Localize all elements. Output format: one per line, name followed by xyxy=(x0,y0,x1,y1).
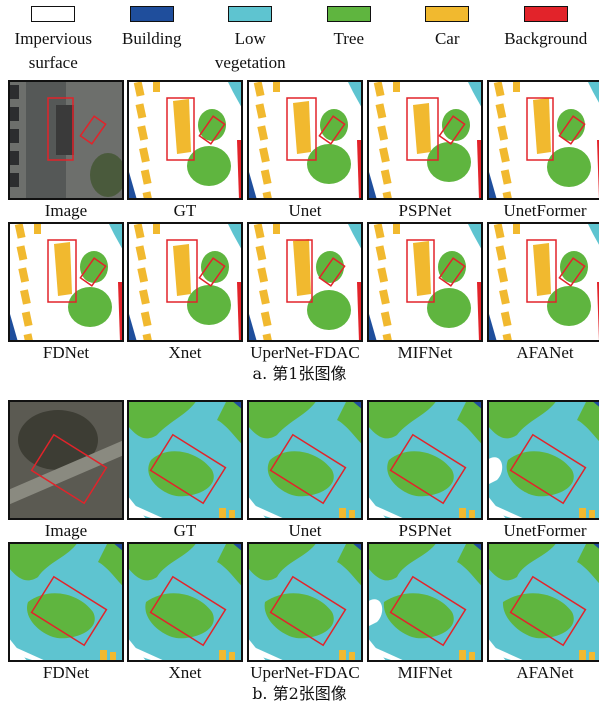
tile-caption: GT xyxy=(120,201,250,221)
segmentation-map xyxy=(247,222,363,342)
legend-label: Background xyxy=(500,27,592,51)
car xyxy=(56,105,74,155)
legend-swatch xyxy=(327,6,371,22)
legend: Impervious surface BuildingLow vegetation… xyxy=(4,6,595,75)
segmentation-map xyxy=(8,222,124,342)
tile-caption: AFANet xyxy=(480,663,599,683)
tile-caption: UnetFormer xyxy=(480,201,599,221)
legend-label: Building xyxy=(106,27,198,51)
legend-item: Tree xyxy=(300,6,399,75)
segmentation-map xyxy=(8,80,124,200)
car xyxy=(10,107,19,121)
panel-caption: a. 第1张图像 xyxy=(0,364,599,384)
tile-caption: PSPNet xyxy=(360,521,490,541)
legend-swatch xyxy=(524,6,568,22)
tile-row: ImageGTUnetPSPNetUnetFormer xyxy=(0,80,599,222)
tree xyxy=(68,287,112,327)
tile-caption: MIFNet xyxy=(360,343,490,363)
segmentation-map xyxy=(367,80,483,200)
tile-caption: FDNet xyxy=(1,663,131,683)
segmentation-map xyxy=(367,542,483,662)
tile-caption: UperNet-FDAC xyxy=(240,663,370,683)
tile-caption: UnetFormer xyxy=(480,521,599,541)
segmentation-map xyxy=(247,80,363,200)
car xyxy=(10,85,19,99)
legend-item: Low vegetation xyxy=(201,6,300,75)
tree xyxy=(307,144,351,184)
tree xyxy=(427,142,471,182)
tile-caption: Unet xyxy=(240,521,370,541)
segmentation-map xyxy=(8,542,124,662)
tree xyxy=(307,290,351,330)
tree xyxy=(547,286,591,326)
tile-caption: FDNet xyxy=(1,343,131,363)
tile-caption: AFANet xyxy=(480,343,599,363)
segmentation-map xyxy=(127,400,243,520)
legend-item: Car xyxy=(398,6,497,75)
legend-swatch xyxy=(31,6,75,22)
figure: Impervious surface BuildingLow vegetation… xyxy=(0,0,599,724)
legend-label: Car xyxy=(401,27,493,51)
legend-item: Building xyxy=(103,6,202,75)
car xyxy=(10,173,19,187)
legend-item: Background xyxy=(497,6,596,75)
tile-caption: Image xyxy=(1,521,131,541)
tree xyxy=(198,109,226,141)
segmentation-map xyxy=(367,400,483,520)
tree xyxy=(438,251,466,283)
tile-caption: Image xyxy=(1,201,131,221)
segmentation-map xyxy=(247,542,363,662)
segmentation-map xyxy=(487,80,599,200)
car xyxy=(10,151,19,165)
legend-label: Impervious surface xyxy=(7,27,99,75)
segmentation-map xyxy=(127,222,243,342)
tile-caption: Xnet xyxy=(120,663,250,683)
panel: ImageGTUnetPSPNetUnetFormerFDNetXnetUper… xyxy=(0,80,599,384)
tile-caption: GT xyxy=(120,521,250,541)
tile-caption: Xnet xyxy=(120,343,250,363)
tile-caption: PSPNet xyxy=(360,201,490,221)
panel-caption: b. 第2张图像 xyxy=(0,684,599,704)
car xyxy=(10,129,19,143)
segmentation-map xyxy=(8,400,124,520)
segmentation-map xyxy=(127,80,243,200)
legend-swatch xyxy=(130,6,174,22)
legend-item: Impervious surface xyxy=(4,6,103,75)
tree xyxy=(187,285,231,325)
legend-label: Low vegetation xyxy=(204,27,296,75)
tile-caption: UperNet-FDAC xyxy=(240,343,370,363)
segmentation-map xyxy=(487,542,599,662)
segmentation-map xyxy=(487,400,599,520)
legend-swatch xyxy=(425,6,469,22)
segmentation-map xyxy=(247,400,363,520)
segmentation-map xyxy=(487,222,599,342)
legend-label: Tree xyxy=(303,27,395,51)
legend-swatch xyxy=(228,6,272,22)
segmentation-map xyxy=(127,542,243,662)
tree xyxy=(80,251,108,283)
segmentation-map xyxy=(367,222,483,342)
tile-caption: MIFNet xyxy=(360,663,490,683)
tile-caption: Unet xyxy=(240,201,370,221)
